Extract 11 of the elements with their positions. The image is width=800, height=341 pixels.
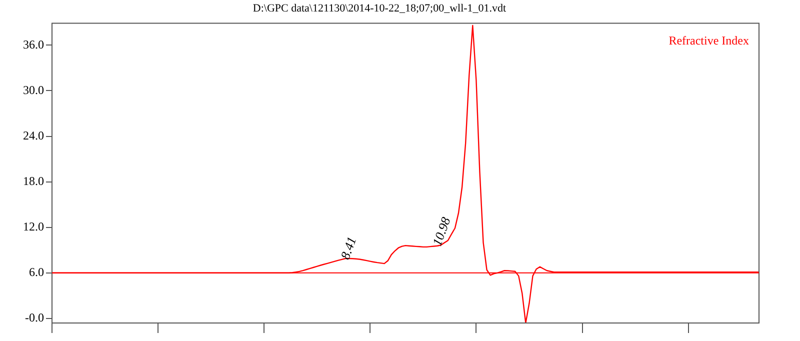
y-tick-label: 12.0 [23, 220, 44, 234]
y-tick-label: 30.0 [23, 82, 44, 97]
y-tick-label: 6.0 [29, 265, 44, 280]
chart-title: D:\GPC data\121130\2014-10-22_18;07;00_wll-1_01.vdt [252, 2, 506, 14]
annotation: 10.98 [429, 214, 454, 248]
annotation: 8.41 [337, 234, 360, 262]
y-tick-label: -0.0 [25, 310, 44, 325]
y-tick-label: 18.0 [23, 174, 44, 188]
y-tick-label: 24.0 [23, 128, 44, 142]
y-tick-label: 36.0 [23, 37, 44, 52]
text: Refractive Index [668, 33, 749, 48]
